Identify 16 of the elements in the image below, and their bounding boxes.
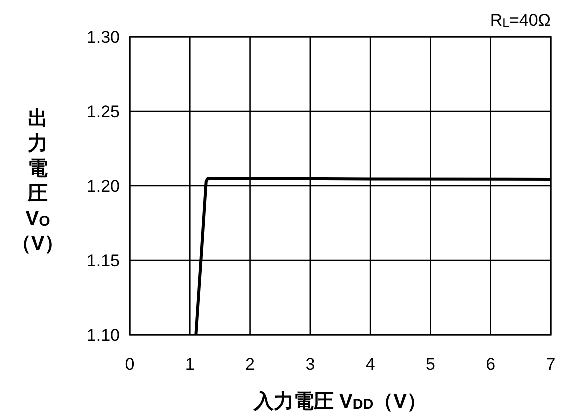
y-tick-label: 1.20	[86, 177, 120, 196]
y-axis-title: 出力電圧V$_{O}$（V）	[11, 108, 65, 255]
x-tick-label: 7	[546, 355, 556, 374]
x-tick-label: 0	[125, 355, 135, 374]
x-tick-label: 6	[486, 355, 496, 374]
x-tick-label: 5	[426, 355, 436, 374]
x-tick-label: 2	[246, 355, 256, 374]
x-axis-title: 入力電圧 V$_{DD}$（V）	[252, 390, 428, 414]
x-tick-label: 4	[366, 355, 376, 374]
y-tick-label: 1.30	[86, 28, 120, 47]
y-tick-label: 1.25	[86, 102, 120, 122]
y-tick-label: 1.10	[86, 326, 120, 345]
x-tick-label: 3	[306, 355, 316, 374]
y-tick-label: 1.15	[86, 252, 120, 270]
text: R$_{L}$=40Ω	[490, 11, 551, 30]
x-tick-label: 1	[185, 355, 195, 374]
